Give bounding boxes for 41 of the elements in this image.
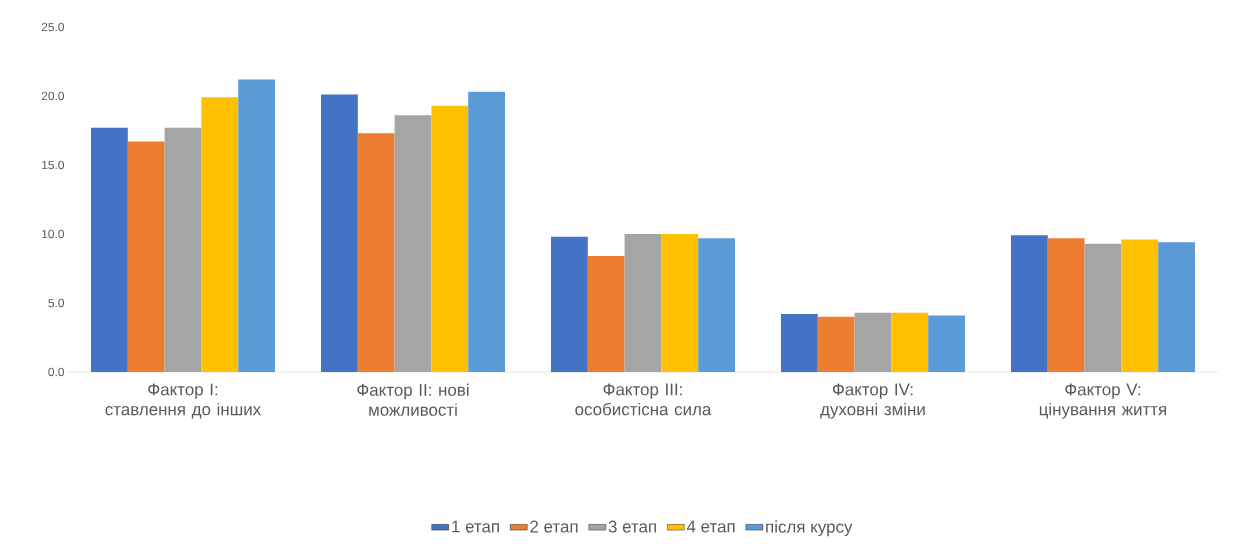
x-tick-label: Фактор II: нові можливості — [357, 383, 469, 416]
legend-label: 2 етап — [530, 520, 578, 533]
bar — [1121, 239, 1159, 372]
bar — [164, 127, 202, 372]
y-tick-label: 20.0 — [41, 91, 65, 101]
bar — [661, 233, 699, 372]
bar — [431, 105, 469, 372]
x-tick-label: Фактор I: ставлення до інших — [105, 383, 262, 419]
bar — [91, 127, 128, 372]
bar — [624, 233, 662, 372]
bar — [698, 238, 735, 372]
bar — [321, 94, 358, 372]
bar — [1084, 243, 1122, 372]
legend-label: 4 етап — [686, 520, 735, 533]
bar — [780, 314, 818, 372]
y-tick-label: 10.0 — [42, 229, 65, 239]
bar — [928, 315, 965, 372]
bar — [854, 312, 892, 372]
bar — [817, 316, 855, 372]
y-tick-label: 0.0 — [48, 367, 65, 377]
bar — [127, 141, 165, 372]
bar — [1010, 235, 1048, 372]
y-tick-label: 5.0 — [48, 298, 65, 308]
x-tick-label: Фактор III: особистісна сила — [575, 383, 712, 416]
bar — [1158, 242, 1195, 372]
bar — [394, 115, 432, 372]
legend-label: після курсу — [766, 520, 853, 537]
bar — [1047, 238, 1085, 372]
bar — [550, 236, 588, 372]
legend-label: 3 етап — [608, 520, 656, 533]
bar — [201, 97, 239, 372]
legend-label: 1 етап — [452, 520, 499, 533]
bar — [238, 79, 275, 372]
bar — [468, 91, 505, 372]
bar — [357, 133, 395, 372]
y-tick-label: 25.0 — [41, 22, 65, 32]
bar — [587, 256, 625, 372]
y-tick-label: 15.0 — [42, 160, 65, 170]
x-tick-label: Фактор IV: духовні зміни — [820, 383, 925, 419]
x-tick-label: Фактор V: цінування життя — [1039, 383, 1167, 419]
bar — [891, 312, 929, 372]
